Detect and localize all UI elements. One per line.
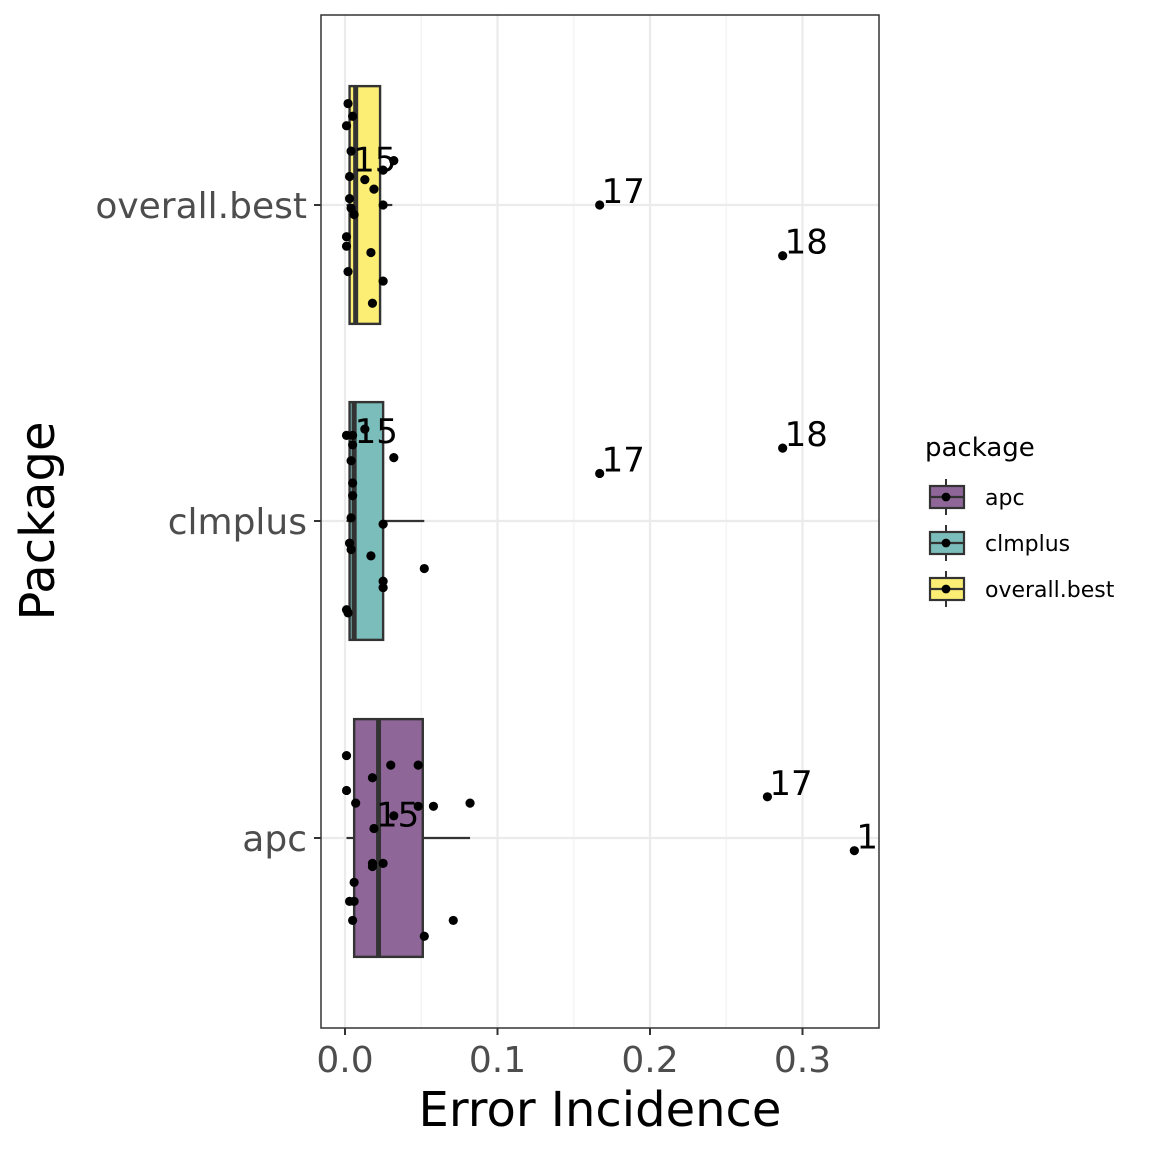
data-point xyxy=(595,200,605,210)
data-point xyxy=(378,858,388,868)
legend-title: package xyxy=(925,433,1035,463)
outlier-label: 15 xyxy=(353,140,396,180)
data-point xyxy=(360,175,370,185)
outlier-label: 17 xyxy=(602,440,645,480)
data-point xyxy=(465,798,475,808)
data-point xyxy=(348,440,358,450)
data-point xyxy=(413,760,423,770)
data-point xyxy=(341,241,352,251)
legend: package apc clmplus overall.best xyxy=(925,433,1115,607)
data-point xyxy=(378,165,388,175)
data-point xyxy=(349,877,359,887)
y-tick-label: overall.best xyxy=(95,186,307,227)
data-point xyxy=(778,251,788,261)
data-point xyxy=(366,247,376,258)
legend-key-point xyxy=(941,492,951,502)
data-point xyxy=(778,443,788,453)
x-tick-label: 0.0 xyxy=(316,1040,373,1081)
data-point xyxy=(346,544,356,555)
data-point xyxy=(349,209,359,220)
data-point xyxy=(413,801,423,811)
x-tick-label: 0.2 xyxy=(621,1040,678,1081)
data-point xyxy=(341,785,352,796)
data-point xyxy=(346,146,356,156)
data-point xyxy=(419,563,429,574)
data-point xyxy=(378,276,388,286)
data-point xyxy=(348,478,358,488)
data-point xyxy=(341,232,352,242)
outlier-label: 17 xyxy=(769,764,812,804)
data-point xyxy=(344,171,355,182)
data-point xyxy=(448,915,458,926)
data-point xyxy=(348,491,358,501)
data-point xyxy=(343,98,353,109)
data-point xyxy=(346,456,356,466)
x-tick-label: 0.1 xyxy=(469,1040,526,1081)
data-point xyxy=(389,156,399,166)
data-point xyxy=(367,773,378,783)
grid-layer xyxy=(321,15,879,1028)
data-point xyxy=(369,184,379,194)
data-point xyxy=(343,608,353,618)
data-point xyxy=(378,519,388,529)
data-point xyxy=(428,801,439,811)
data-point xyxy=(389,811,399,821)
legend-label: apc xyxy=(985,486,1025,511)
box-apc xyxy=(352,717,424,959)
data-point xyxy=(341,121,352,131)
data-point xyxy=(348,915,358,926)
data-point xyxy=(349,896,359,907)
data-point xyxy=(378,576,388,586)
outlier-label: 1 xyxy=(856,818,878,858)
legend-item-apc: apc xyxy=(928,479,1025,515)
outlier-label: 17 xyxy=(602,172,645,212)
data-point xyxy=(343,266,353,277)
y-tick-label: clmplus xyxy=(168,502,307,543)
data-point xyxy=(351,798,361,808)
data-point xyxy=(595,468,605,479)
label-layer: 15 17 1 15 17 18 15 17 18 xyxy=(353,140,878,857)
legend-label: overall.best xyxy=(985,578,1115,603)
x-axis-title: Error Incidence xyxy=(419,1082,782,1138)
data-point xyxy=(367,861,378,872)
data-point xyxy=(367,298,378,308)
data-point xyxy=(369,823,379,834)
legend-key-point xyxy=(941,584,951,594)
data-point xyxy=(389,453,399,463)
y-tick-label: apc xyxy=(242,819,307,860)
data-point xyxy=(386,760,396,770)
data-point xyxy=(348,430,358,441)
legend-label: clmplus xyxy=(985,532,1070,557)
y-axis-title: Package xyxy=(10,422,66,621)
outlier-label: 15 xyxy=(376,795,419,835)
data-point xyxy=(360,424,370,434)
outlier-label: 18 xyxy=(785,415,828,455)
data-point xyxy=(346,513,356,523)
legend-key-point xyxy=(941,538,951,548)
point-layer xyxy=(341,98,859,941)
legend-item-clmplus: clmplus xyxy=(928,525,1070,561)
data-point xyxy=(348,111,358,121)
data-point xyxy=(419,931,429,941)
data-point xyxy=(341,750,352,761)
data-point xyxy=(762,792,773,802)
data-point xyxy=(849,846,859,856)
legend-item-overall.best: overall.best xyxy=(928,571,1115,607)
data-point xyxy=(378,582,388,593)
x-tick-label: 0.3 xyxy=(774,1040,831,1081)
outlier-label: 18 xyxy=(785,223,828,263)
data-point xyxy=(344,194,355,204)
axis-layer: 0.0 0.1 0.2 0.3 apc clmplus overall.best xyxy=(95,186,831,1081)
data-point xyxy=(378,200,388,210)
data-point xyxy=(366,551,376,561)
outlier-label: 15 xyxy=(355,412,398,452)
